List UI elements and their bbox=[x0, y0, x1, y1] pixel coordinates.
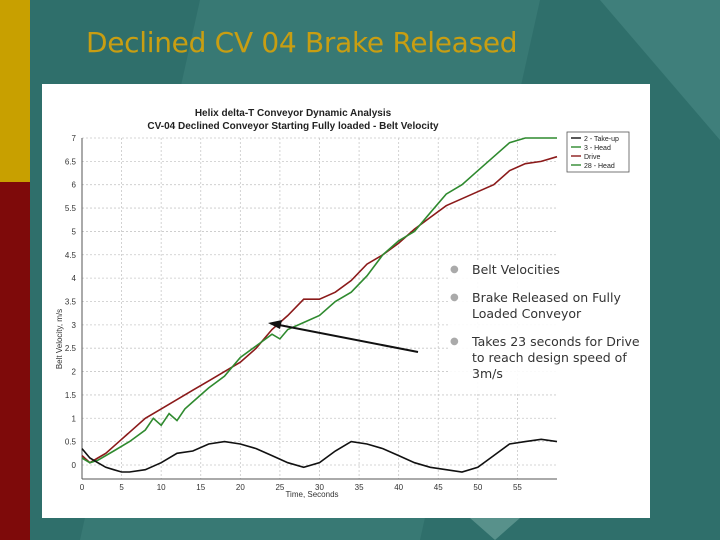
x-tick-label: 45 bbox=[434, 483, 443, 492]
x-tick-label: 15 bbox=[196, 483, 205, 492]
bullet-text: Brake Released on Fully Loaded Conveyor bbox=[472, 290, 621, 321]
series-line-3-head bbox=[81, 137, 557, 464]
x-tick-label: 5 bbox=[119, 483, 124, 492]
x-tick-label: 30 bbox=[315, 483, 324, 492]
y-tick-label: 0 bbox=[72, 461, 77, 470]
bullet-text: Takes 23 seconds for Drive to reach desi… bbox=[472, 334, 640, 381]
x-tick-label: 10 bbox=[157, 483, 166, 492]
bullet-item: ● Takes 23 seconds for Drive to reach des… bbox=[450, 334, 650, 382]
legend-label: 28 - Head bbox=[584, 163, 615, 170]
series-line-2-take-up bbox=[81, 438, 558, 473]
bullet-dot-icon: ● bbox=[450, 336, 459, 347]
plot-area: 0 0.5 1 1.5 2 2.5 3 3.5 4 4.5 5 5.5 6 6.5 7 0 5 10 15 20 25 3… bbox=[65, 134, 558, 492]
y-tick-label: 7 bbox=[72, 134, 77, 143]
y-tick-label: 1.5 bbox=[65, 391, 77, 400]
y-tick-label: 1 bbox=[72, 414, 77, 423]
bullet-list: ● Belt Velocities ● Brake Released on Full… bbox=[450, 262, 650, 394]
legend: 2 - Take-up 3 - Head Drive 28 - Head bbox=[566, 131, 630, 173]
gold-side-band bbox=[0, 0, 30, 182]
y-tick-label: 6 bbox=[72, 181, 77, 190]
bullet-item: ● Belt Velocities bbox=[450, 262, 650, 278]
x-tick-label: 50 bbox=[473, 483, 482, 492]
slide-title: Declined CV 04 Brake Released bbox=[86, 26, 518, 59]
x-tick-label: 55 bbox=[513, 483, 522, 492]
x-tick-label: 20 bbox=[236, 483, 245, 492]
y-tick-label: 5 bbox=[72, 227, 77, 236]
series-line-drive bbox=[81, 155, 558, 464]
x-tick-label: 35 bbox=[355, 483, 364, 492]
x-tick-label: 25 bbox=[275, 483, 284, 492]
y-tick-label: 6.5 bbox=[65, 157, 77, 166]
x-tick-label: 0 bbox=[80, 483, 85, 492]
bullet-dot-icon: ● bbox=[450, 292, 459, 303]
legend-label: 2 - Take-up bbox=[584, 136, 619, 143]
bullet-text: Belt Velocities bbox=[472, 262, 560, 277]
background-bottom-shade bbox=[470, 518, 520, 540]
bullet-item: ● Brake Released on Fully Loaded Conveyor bbox=[450, 290, 650, 322]
chart-subtitle: CV-04 Declined Conveyor Starting Fully l… bbox=[147, 121, 439, 132]
belt-velocity-chart: Helix delta-T Conveyor Dynamic Analysis … bbox=[55, 108, 630, 499]
legend-label: Drive bbox=[584, 154, 600, 161]
y-axis-label: Belt Velocity, m/s bbox=[55, 309, 64, 369]
y-tick-label: 4 bbox=[72, 274, 77, 283]
x-axis-label: Time, Seconds bbox=[285, 490, 338, 499]
y-tick-label: 2 bbox=[72, 368, 77, 377]
background-corner-shade bbox=[600, 0, 720, 140]
bullet-dot-icon: ● bbox=[450, 264, 459, 275]
y-tick-label: 5.5 bbox=[65, 204, 77, 213]
annotation-arrowhead bbox=[268, 320, 282, 329]
y-tick-label: 0.5 bbox=[65, 438, 77, 447]
y-tick-label: 4.5 bbox=[65, 251, 77, 260]
legend-label: 3 - Head bbox=[584, 145, 611, 152]
red-side-band bbox=[0, 182, 30, 540]
x-tick-label: 40 bbox=[394, 483, 403, 492]
y-tick-label: 2.5 bbox=[65, 344, 77, 353]
annotation-arrow bbox=[273, 323, 419, 353]
y-tick-label: 3.5 bbox=[65, 297, 77, 306]
chart-title: Helix delta-T Conveyor Dynamic Analysis bbox=[195, 108, 392, 119]
y-tick-label: 3 bbox=[72, 321, 77, 330]
